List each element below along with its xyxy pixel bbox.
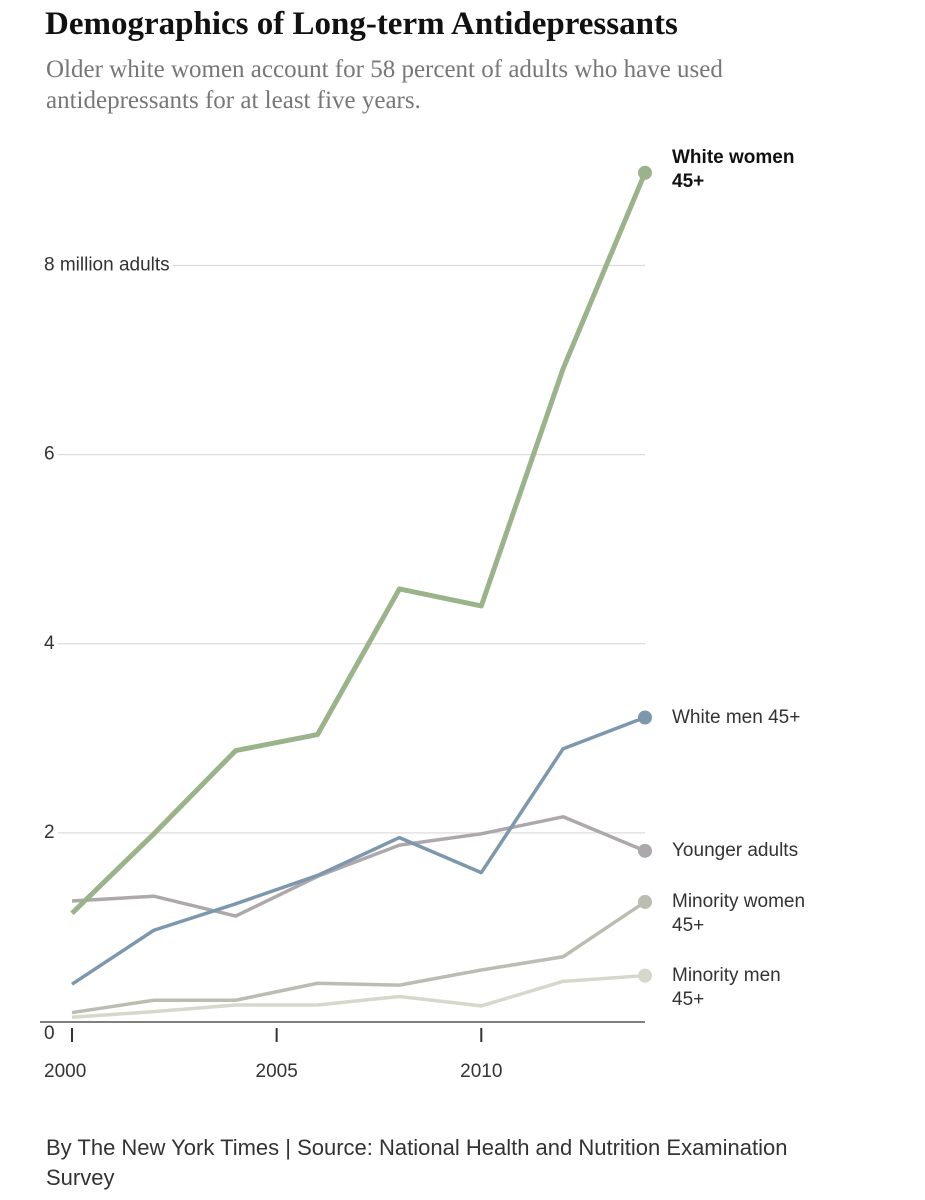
y-tick-label: 8 million adults [44,254,170,275]
y-tick-label: 4 [44,633,55,654]
series-line [71,715,646,986]
label-background [41,254,173,276]
x-tick-label: 2010 [460,1061,502,1082]
y-tick-label: 6 [44,444,55,465]
legend-label: Minority men 45+ [672,964,781,1010]
legend-label: White men 45+ [672,706,801,728]
series-line [71,900,646,1015]
label-background [41,821,58,843]
legend-label: Younger adults [672,839,799,861]
end-dot [638,843,652,858]
chart-title: Demographics of Long-term Antidepressant… [45,6,678,42]
end-dot [638,968,652,983]
series-line [70,171,648,916]
series-line [71,815,646,918]
x-tick-label: 2000 [44,1061,86,1082]
end-dot [638,894,652,909]
label-background [41,632,58,654]
x-tick-label: 2005 [256,1061,298,1082]
legend-label: Minority women 45+ [672,890,806,936]
legend-label: White women 45+ [672,146,795,192]
y-tick-label: 2 [44,822,55,843]
end-dot [638,165,652,180]
y-tick-label: 0 [44,1023,55,1044]
end-dot [638,710,652,725]
label-background [41,443,58,465]
chart-subtitle: Older white women account for 58 percent… [46,56,723,114]
series-line [71,973,646,1020]
source-note: By The New York Times | Source: National… [46,1135,788,1190]
